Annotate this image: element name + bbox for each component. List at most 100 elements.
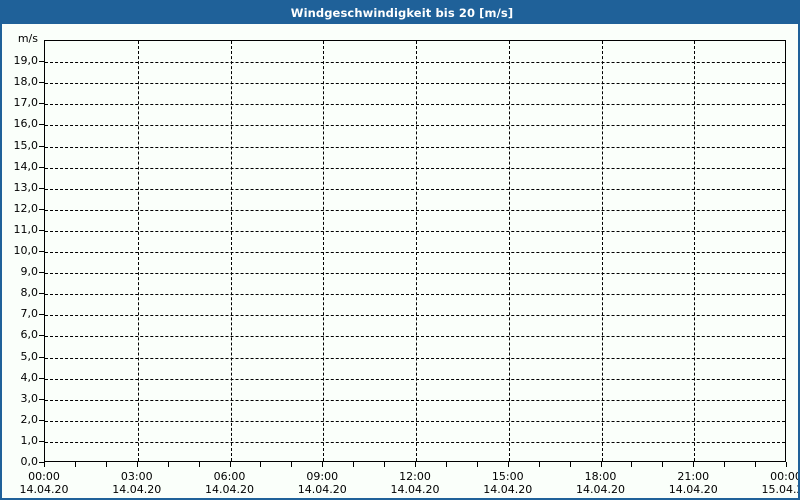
x-axis-tick-mark	[631, 462, 633, 467]
y-axis-tick-label: 6,0	[20, 328, 39, 342]
x-axis-tick-mark	[445, 462, 447, 467]
x-axis-tick-mark	[507, 462, 509, 467]
y-axis-tick-label: 3,0	[20, 391, 39, 405]
gridline-horizontal	[45, 399, 785, 401]
y-axis-tick-label: 12,0	[13, 201, 39, 215]
x-axis-tick-mark	[384, 462, 386, 467]
y-axis-tick-label: 9,0	[20, 265, 39, 279]
y-axis-tick-mark	[39, 166, 44, 168]
y-axis-tick-mark	[39, 208, 44, 210]
y-axis-tick-label: 14,0	[13, 159, 39, 173]
x-axis-tick-label: 18:00 14.04.20	[556, 470, 646, 496]
gridline-horizontal	[45, 273, 785, 275]
y-axis-tick-label: 18,0	[13, 75, 39, 89]
y-axis-tick-mark	[39, 272, 44, 274]
x-axis-tick-mark	[724, 462, 726, 467]
gridline-vertical	[230, 41, 232, 461]
gridline-horizontal	[45, 441, 785, 443]
x-axis-tick-time: 03:00	[120, 470, 153, 483]
y-axis-tick-mark	[39, 377, 44, 379]
x-axis-tick-time: 00:00	[770, 470, 800, 483]
x-axis-tick-mark	[662, 462, 664, 467]
gridline-horizontal	[45, 357, 785, 359]
y-axis-tick-label: 2,0	[20, 412, 39, 426]
y-axis-tick-label: 0,0	[20, 455, 39, 468]
x-axis-tick-date: 14.04.20	[483, 483, 533, 496]
y-axis-tick-mark	[39, 440, 44, 442]
gridline-vertical	[508, 41, 510, 461]
x-axis-tick-label: 03:00 14.04.20	[92, 470, 182, 496]
gridline-horizontal	[45, 125, 785, 127]
y-axis-tick-label: 7,0	[20, 307, 39, 321]
x-axis-tick-mark	[476, 462, 478, 467]
x-axis-tick-mark	[786, 462, 787, 467]
chart-body: m/s 19,0 18,0 17,0 16,0 15,0 14,0 13,0 12,0 11,0…	[2, 24, 798, 498]
x-axis-tick-mark	[260, 462, 262, 467]
x-axis-tick-mark	[693, 462, 695, 467]
x-axis-tick-mark	[291, 462, 293, 467]
gridline-vertical	[416, 41, 417, 461]
x-axis-tick-mark	[322, 462, 324, 467]
x-axis-tick-date: 14.04.20	[576, 483, 625, 496]
x-axis-tick-mark	[229, 462, 231, 467]
x-axis-tick-date: 14.04.20	[297, 483, 347, 496]
x-axis-tick-label: 12:00 14.04.20	[370, 470, 460, 496]
x-axis-tick-time: 06:00	[213, 470, 246, 483]
x-axis-tick-time: 21:00	[677, 470, 710, 483]
y-axis-tick-label: 8,0	[20, 286, 39, 300]
x-axis-tick-date: 15.04.20	[761, 483, 799, 496]
gridline-horizontal	[45, 420, 785, 422]
y-axis-tick-label: 11,0	[13, 222, 39, 236]
y-axis-tick-label: 1,0	[20, 433, 39, 447]
x-axis-tick-label: 00:00 14.04.20	[2, 470, 89, 496]
window-title-bar: Windgeschwindigkeit bis 20 [m/s]	[2, 2, 798, 24]
gridline-horizontal	[45, 167, 785, 169]
x-axis-tick-date: 14.04.20	[205, 483, 254, 496]
gridline-horizontal	[45, 188, 785, 190]
y-axis-tick-mark	[39, 293, 44, 295]
y-axis-tick-label: 4,0	[20, 370, 39, 384]
x-axis-tick-time: 00:00	[28, 470, 60, 483]
x-axis-tick-mark	[755, 462, 757, 467]
y-axis-tick-mark	[39, 335, 44, 337]
x-axis-tick-time: 12:00	[399, 470, 431, 483]
x-axis-tick-time: 09:00	[306, 470, 339, 483]
y-axis-tick-mark	[39, 187, 44, 189]
gridline-horizontal	[45, 315, 785, 317]
gridline-horizontal	[45, 378, 785, 380]
y-axis-tick-mark	[39, 61, 44, 63]
x-axis-tick-mark	[44, 462, 45, 467]
x-axis-tick-mark	[415, 462, 416, 467]
y-axis-tick-mark	[39, 356, 44, 358]
y-axis-tick-mark	[39, 419, 44, 421]
y-axis-tick-label: 19,0	[13, 54, 39, 68]
x-axis-tick-date: 14.04.20	[668, 483, 718, 496]
x-axis-tick-mark	[538, 462, 540, 467]
gridline-horizontal	[45, 209, 785, 211]
page-title: Windgeschwindigkeit bis 20 [m/s]	[290, 6, 514, 20]
x-axis-tick-mark	[353, 462, 355, 467]
gridline-horizontal	[45, 83, 785, 85]
y-axis-tick-label: 15,0	[13, 138, 39, 152]
gridline-horizontal	[45, 252, 785, 253]
x-axis-tick-mark	[74, 462, 76, 467]
x-axis-tick-date: 14.04.20	[390, 483, 440, 496]
gridline-horizontal	[45, 62, 785, 64]
x-axis-tick-label: 06:00 14.04.20	[185, 470, 275, 496]
x-axis-tick-mark	[569, 462, 571, 467]
x-axis-tick-date: 14.04.20	[19, 483, 69, 496]
y-axis-tick-mark	[39, 82, 44, 84]
y-axis-tick-mark	[39, 145, 44, 147]
x-axis-tick-mark	[600, 462, 602, 467]
y-axis-tick-mark	[39, 124, 44, 126]
gridline-horizontal	[45, 336, 785, 338]
gridline-horizontal	[45, 104, 785, 106]
gridline-vertical	[137, 41, 139, 461]
y-axis-tick-label: 5,0	[20, 349, 39, 363]
x-axis-tick-label: 21:00 14.04.20	[648, 470, 738, 496]
y-axis-tick-mark	[39, 229, 44, 231]
y-axis-tick-mark	[39, 314, 44, 316]
y-axis-tick-label: 16,0	[13, 117, 39, 131]
